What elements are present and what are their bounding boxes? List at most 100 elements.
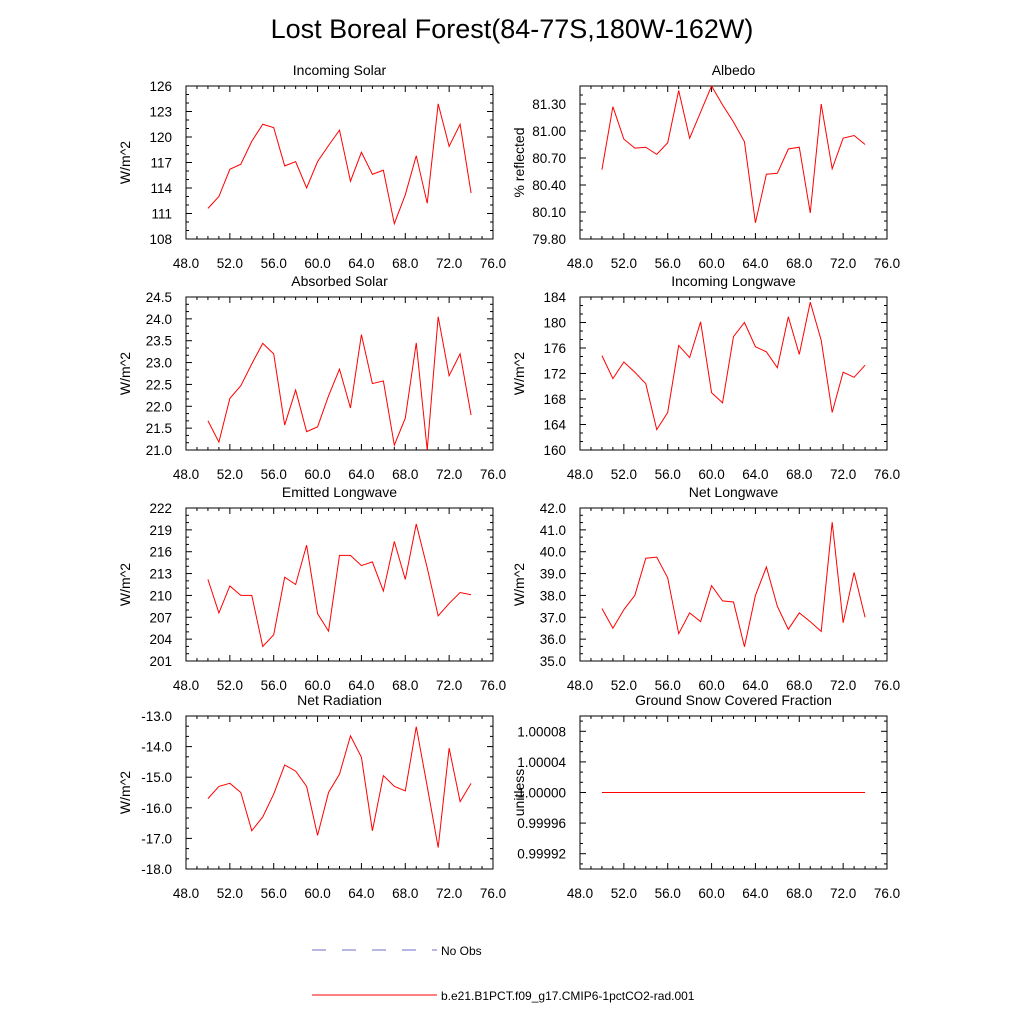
x-tick-label: 72.0 xyxy=(830,678,856,693)
series-line xyxy=(207,103,472,226)
y-tick-label: 0.99996 xyxy=(517,816,566,831)
y-tick-label: 24.0 xyxy=(146,312,172,327)
x-tick-label: 72.0 xyxy=(436,678,462,693)
y-tick-label: 80.70 xyxy=(532,151,566,166)
y-tick-label: 36.0 xyxy=(540,632,566,647)
x-tick-label: 68.0 xyxy=(786,467,812,482)
y-tick-label: -18.0 xyxy=(141,862,172,877)
figure-title: Lost Boreal Forest(84-77S,180W-162W) xyxy=(270,14,754,44)
x-tick-label: 68.0 xyxy=(392,678,418,693)
x-tick-label: 64.0 xyxy=(742,256,768,271)
x-tick-label: 52.0 xyxy=(217,467,243,482)
x-tick-label: 52.0 xyxy=(611,467,637,482)
x-tick-label: 48.0 xyxy=(173,678,199,693)
x-tick-label: 60.0 xyxy=(698,256,724,271)
x-tick-label: 72.0 xyxy=(830,886,856,901)
x-tick-label: 60.0 xyxy=(304,886,330,901)
y-tick-label: 37.0 xyxy=(540,610,566,625)
y-tick-label: 22.5 xyxy=(146,377,172,392)
series-line xyxy=(207,316,472,451)
x-tick-label: 64.0 xyxy=(348,678,374,693)
x-tick-label: 56.0 xyxy=(261,256,287,271)
x-tick-label: 72.0 xyxy=(436,467,462,482)
x-tick-label: 68.0 xyxy=(392,256,418,271)
series-line xyxy=(207,726,472,848)
y-tick-label: 80.10 xyxy=(532,205,566,220)
x-tick-label: 72.0 xyxy=(830,256,856,271)
x-tick-label: 72.0 xyxy=(830,467,856,482)
x-tick-label: 60.0 xyxy=(304,256,330,271)
y-axis-label: W/m^2 xyxy=(117,352,133,395)
y-tick-label: 108 xyxy=(149,232,172,247)
y-tick-label: 41.0 xyxy=(540,523,566,538)
x-tick-label: 64.0 xyxy=(348,886,374,901)
x-tick-label: 60.0 xyxy=(698,467,724,482)
x-tick-label: 60.0 xyxy=(304,467,330,482)
y-tick-label: 80.40 xyxy=(532,178,566,193)
y-tick-label: 120 xyxy=(149,130,172,145)
x-tick-label: 56.0 xyxy=(655,886,681,901)
x-tick-label: 48.0 xyxy=(173,886,199,901)
y-tick-label: 21.0 xyxy=(146,443,172,458)
x-tick-label: 52.0 xyxy=(611,256,637,271)
x-tick-label: 52.0 xyxy=(611,886,637,901)
y-tick-label: 207 xyxy=(149,610,172,625)
legend-label-model: b.e21.B1PCT.f09_g17.CMIP6-1pctCO2-rad.00… xyxy=(441,989,695,1003)
x-tick-label: 76.0 xyxy=(874,886,900,901)
x-tick-label: 64.0 xyxy=(348,256,374,271)
series-line xyxy=(207,523,472,648)
y-tick-label: 160 xyxy=(543,443,566,458)
x-tick-label: 52.0 xyxy=(217,886,243,901)
x-tick-label: 68.0 xyxy=(392,886,418,901)
plot-frame xyxy=(185,715,494,870)
y-tick-label: -14.0 xyxy=(141,740,172,755)
x-tick-label: 56.0 xyxy=(261,467,287,482)
series-line xyxy=(601,522,866,647)
x-tick-label: 68.0 xyxy=(392,467,418,482)
y-axis-label: W/m^2 xyxy=(117,771,133,814)
y-tick-label: 23.5 xyxy=(146,334,172,349)
x-tick-label: 56.0 xyxy=(261,886,287,901)
x-tick-label: 52.0 xyxy=(217,678,243,693)
x-tick-label: 56.0 xyxy=(655,678,681,693)
x-tick-label: 64.0 xyxy=(348,467,374,482)
x-tick-label: 60.0 xyxy=(698,886,724,901)
y-tick-label: 40.0 xyxy=(540,545,566,560)
x-tick-label: 68.0 xyxy=(786,256,812,271)
panel-title: Emitted Longwave xyxy=(282,484,397,500)
y-tick-label: 111 xyxy=(151,207,172,222)
y-tick-label: 210 xyxy=(149,588,172,603)
x-tick-label: 52.0 xyxy=(611,678,637,693)
y-tick-label: 38.0 xyxy=(540,588,566,603)
y-axis-label: % reflected xyxy=(511,127,527,197)
y-tick-label: 114 xyxy=(150,181,172,196)
x-tick-label: 48.0 xyxy=(567,256,593,271)
y-tick-label: 204 xyxy=(149,632,172,647)
series-line xyxy=(601,301,866,431)
x-tick-label: 76.0 xyxy=(480,256,506,271)
plot-frame xyxy=(185,507,494,662)
panel-title: Incoming Longwave xyxy=(671,273,796,289)
x-tick-label: 48.0 xyxy=(173,256,199,271)
x-tick-label: 52.0 xyxy=(217,256,243,271)
y-tick-label: 123 xyxy=(149,105,172,120)
plot-frame xyxy=(185,85,494,240)
legend-label-no-obs: No Obs xyxy=(441,944,482,958)
y-tick-label: 81.00 xyxy=(532,124,566,139)
y-axis-label: W/m^2 xyxy=(511,352,527,395)
y-tick-label: 42.0 xyxy=(540,501,566,516)
y-tick-label: 39.0 xyxy=(540,567,566,582)
y-axis-label: unitless xyxy=(511,769,527,816)
y-tick-label: 216 xyxy=(149,545,172,560)
y-tick-label: 164 xyxy=(543,418,566,433)
plot-frame xyxy=(185,296,494,451)
x-tick-label: 60.0 xyxy=(304,678,330,693)
x-tick-label: 56.0 xyxy=(261,678,287,693)
y-tick-label: -15.0 xyxy=(141,770,172,785)
y-tick-label: 126 xyxy=(149,79,172,94)
y-tick-label: 176 xyxy=(543,341,566,356)
y-tick-label: 79.80 xyxy=(532,232,566,247)
series-line xyxy=(601,84,866,223)
y-tick-label: 201 xyxy=(149,654,172,669)
